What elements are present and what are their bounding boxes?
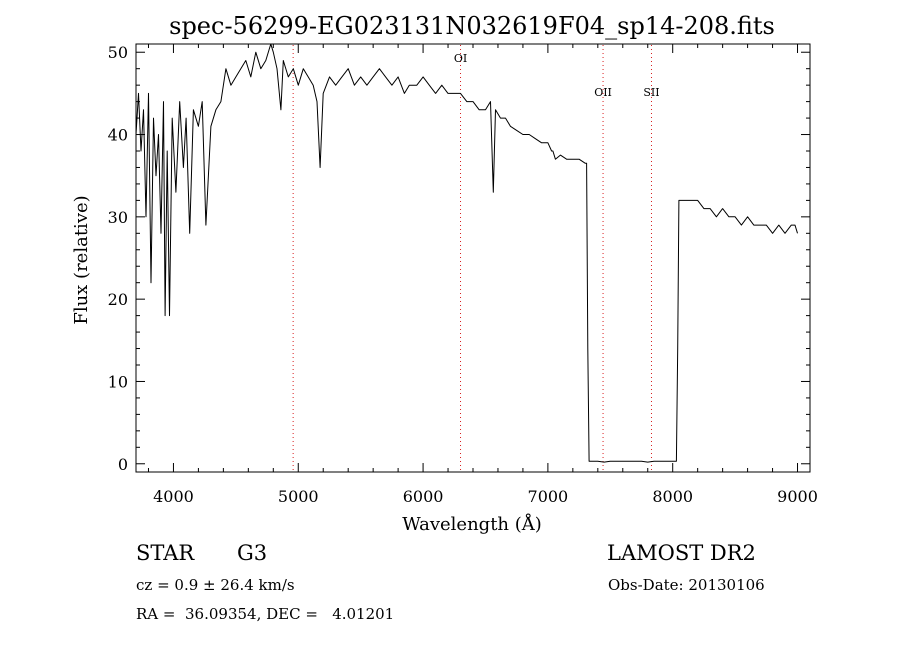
- y-tick-label: 0: [118, 455, 128, 474]
- y-tick-label: 30: [108, 208, 128, 227]
- y-tick-label: 10: [108, 372, 128, 391]
- x-tick-label: 7000: [528, 487, 569, 506]
- observation-date: Obs-Date: 20130106: [608, 576, 765, 594]
- x-axis-ticks: 4000 5000 6000 7000 8000 9000: [147, 44, 818, 506]
- y-tick-label: 20: [108, 290, 128, 309]
- spectrum-line: [135, 43, 798, 463]
- object-subclass: G3: [237, 541, 268, 565]
- y-axis-label: Flux (relative): [71, 195, 92, 324]
- x-tick-label: 6000: [403, 487, 444, 506]
- marker-label: OII: [594, 86, 612, 99]
- x-tick-label: 4000: [153, 487, 194, 506]
- plot-frame: [135, 43, 811, 473]
- x-tick-label: 5000: [278, 487, 319, 506]
- x-axis-label: Wavelength (Å): [402, 513, 542, 535]
- marker-label: OI: [454, 52, 467, 65]
- y-tick-label: 40: [108, 126, 128, 145]
- x-tick-label: 9000: [777, 487, 818, 506]
- object-class: STAR: [136, 541, 195, 565]
- survey-name: LAMOST DR2: [607, 541, 756, 565]
- spectrum-series: [135, 43, 798, 463]
- marker-label: SII: [643, 86, 659, 99]
- y-tick-label: 50: [108, 43, 128, 62]
- chart-title: spec-56299-EG023131N032619F04_sp14-208.f…: [169, 12, 775, 40]
- redshift-velocity: cz = 0.9 ± 26.4 km/s: [136, 576, 295, 594]
- sky-coordinates: RA = 36.09354, DEC = 4.01201: [136, 605, 395, 623]
- x-tick-label: 8000: [652, 487, 693, 506]
- y-axis-ticks: 0 10 20 30 40 50: [108, 43, 810, 474]
- emission-line-markers: OI OII SII: [292, 45, 660, 471]
